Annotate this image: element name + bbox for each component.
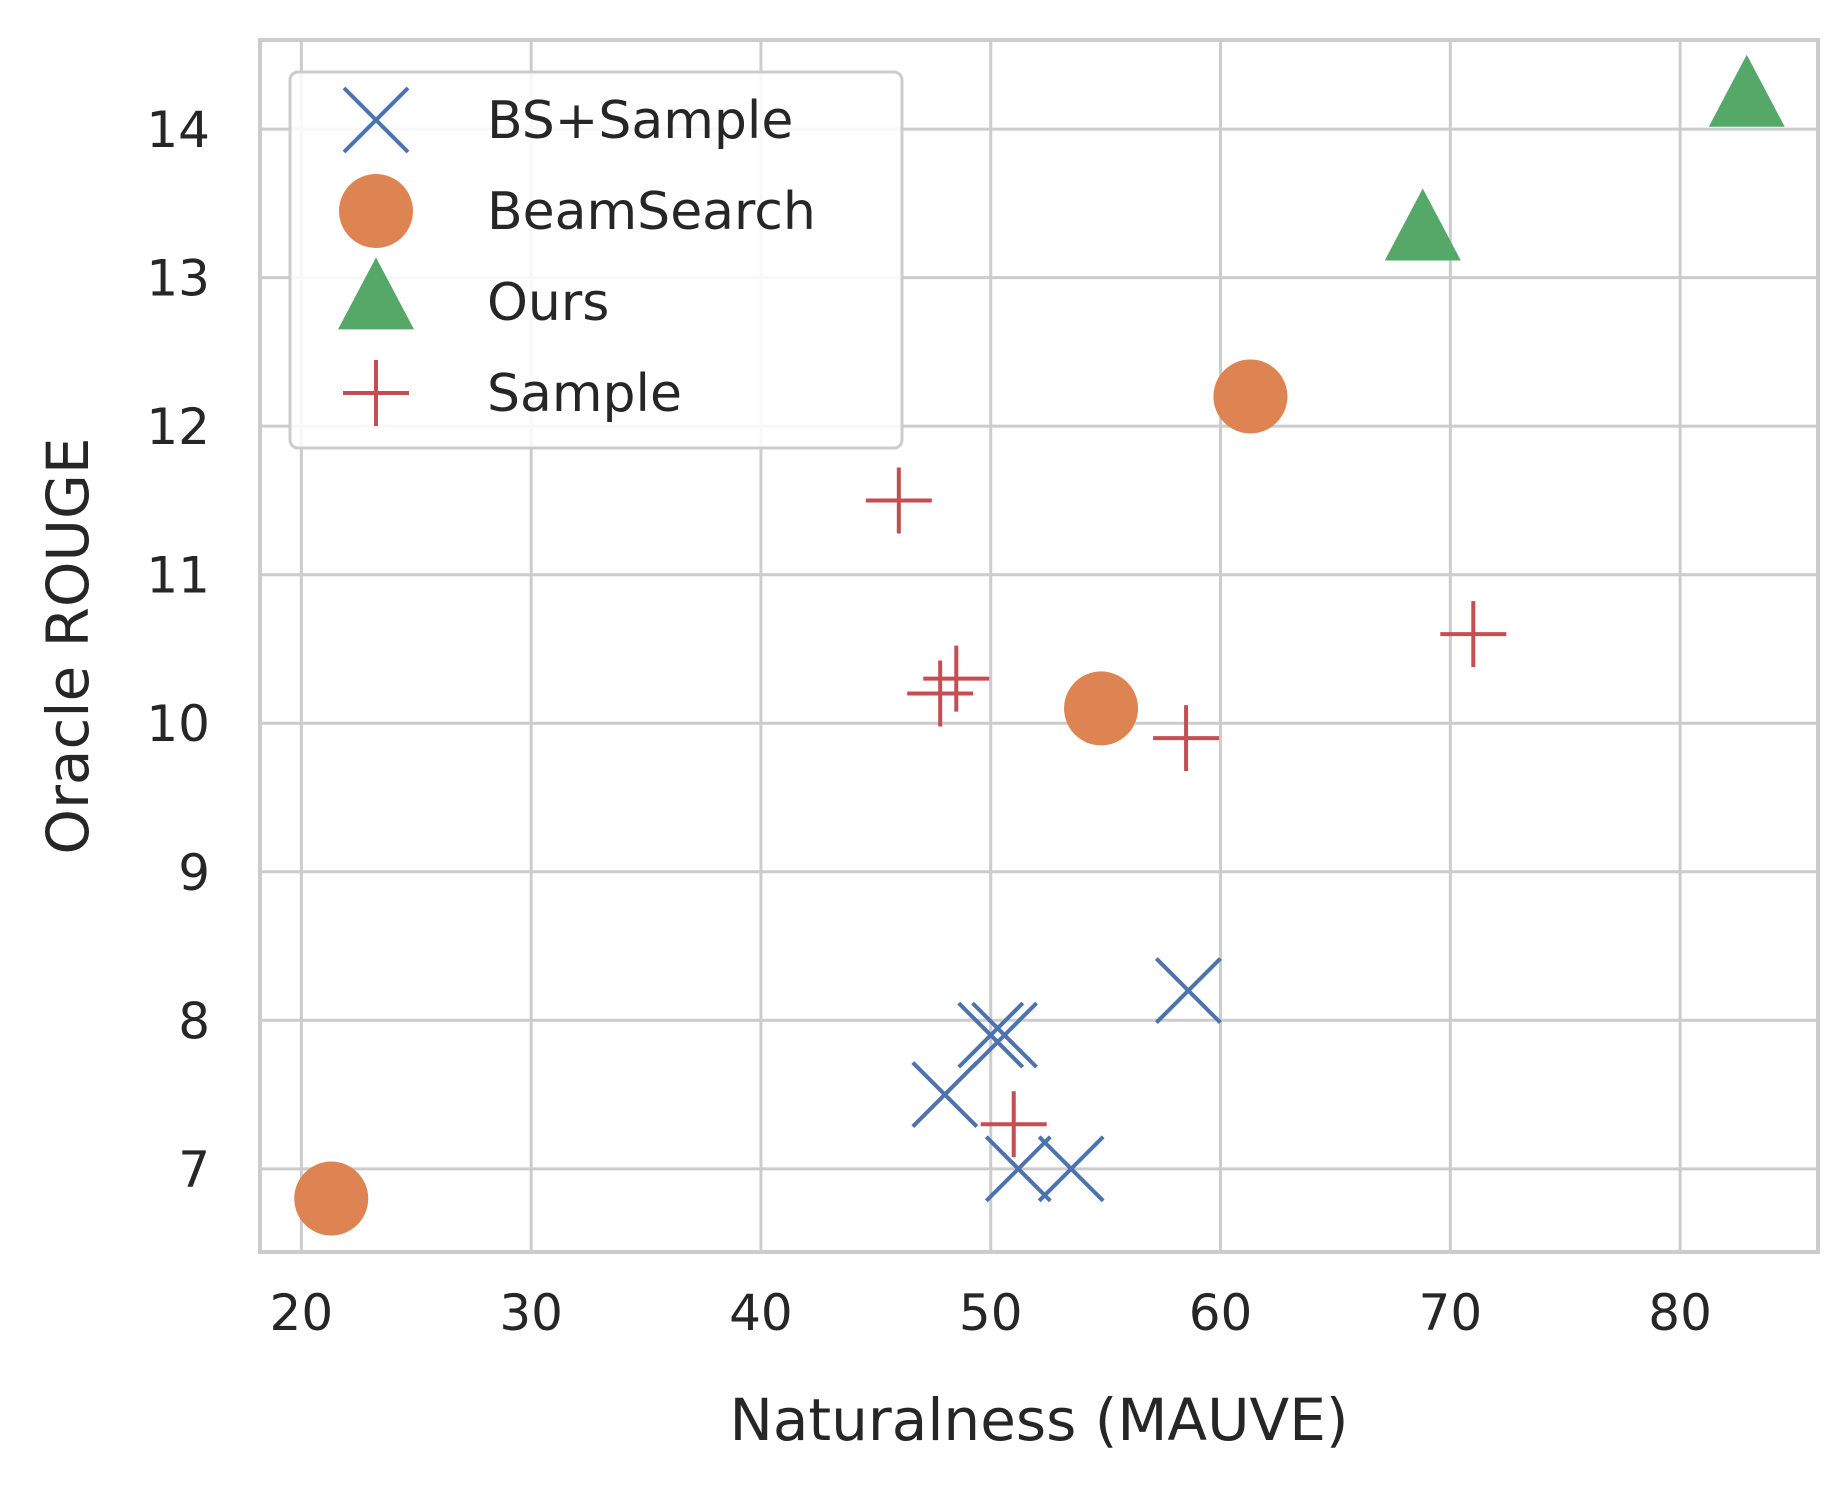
- data-point-beamsearch: [294, 1161, 369, 1236]
- x-axis-title: Naturalness (MAUVE): [730, 1386, 1349, 1454]
- y-tick-label: 13: [146, 250, 210, 308]
- x-tick-label: 70: [1419, 1284, 1483, 1342]
- data-point-beamsearch: [1064, 671, 1139, 746]
- data-point-sample: [907, 660, 974, 727]
- y-tick-label: 7: [178, 1141, 210, 1199]
- x-tick-label: 40: [729, 1284, 793, 1342]
- data-point-sample: [1440, 601, 1507, 668]
- data-point-bs-sample: [957, 1001, 1025, 1069]
- legend-label: BeamSearch: [487, 182, 816, 242]
- data-point-bs-sample: [911, 1061, 979, 1128]
- y-tick-label: 11: [146, 547, 210, 605]
- x-tick-label: 60: [1189, 1284, 1253, 1342]
- data-point-sample: [923, 645, 990, 712]
- x-tick-label: 50: [959, 1284, 1023, 1342]
- data-point-beamsearch: [1213, 359, 1288, 434]
- legend-marker: [339, 174, 413, 248]
- data-point-bs-sample: [1037, 1135, 1105, 1203]
- y-tick-label: 14: [146, 101, 210, 159]
- y-tick-label: 9: [178, 844, 210, 902]
- legend-marker: [338, 257, 414, 330]
- y-tick-label: 10: [146, 695, 210, 753]
- data-point-sample: [865, 467, 932, 534]
- legend-label: Sample: [487, 364, 682, 424]
- legend-box: [288, 70, 904, 450]
- data-point-ours: [1708, 54, 1785, 127]
- legend-marker: [342, 86, 410, 154]
- legend-label: BS+Sample: [487, 91, 793, 151]
- x-tick-label: 80: [1648, 1284, 1712, 1342]
- x-tick-label: 30: [499, 1284, 563, 1342]
- data-point-sample: [980, 1091, 1047, 1158]
- tick-label-layer: 20 30 40 50 60 70 80 7 8 9 10 11 12 13 14: [146, 101, 1712, 1342]
- y-tick-label: 8: [178, 992, 210, 1050]
- data-point-sample: [1153, 705, 1220, 772]
- y-axis-title: Oracle ROUGE: [34, 437, 102, 854]
- data-point-bs-sample: [1154, 957, 1222, 1025]
- legend-marker: [343, 360, 409, 426]
- legend-label: Ours: [487, 273, 609, 333]
- plot-frame: [258, 38, 1820, 1254]
- y-tick-label: 12: [146, 398, 210, 456]
- data-point-bs-sample: [984, 1135, 1052, 1203]
- x-tick-label: 20: [270, 1284, 334, 1342]
- legend: BS+Sample BeamSearch Ours Sample: [288, 70, 904, 450]
- data-marker-layer: [294, 54, 1785, 1236]
- data-point-ours: [1384, 188, 1461, 261]
- data-point-bs-sample: [971, 1001, 1038, 1069]
